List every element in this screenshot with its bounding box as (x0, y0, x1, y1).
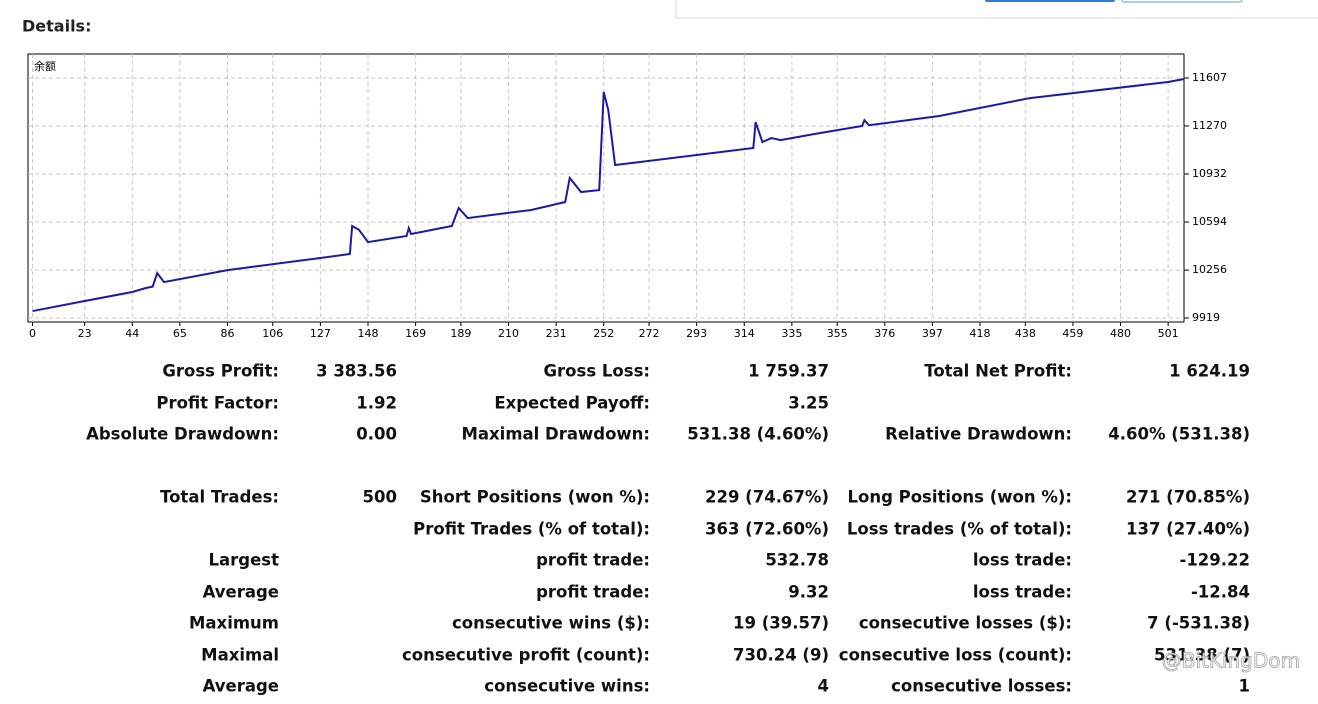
x-tick-label: 501 (1158, 327, 1179, 340)
section-title: Details: (22, 17, 91, 36)
stat-label: Maximal Drawdown: (461, 425, 650, 444)
stat-label: Maximum (189, 614, 279, 633)
stat-value: 531.38 (4.60%) (687, 425, 829, 444)
stat-value: 531.38 (7) (1154, 646, 1250, 665)
button[interactable] (985, 0, 1115, 2)
x-tick-label: 418 (970, 327, 991, 340)
x-tick-label: 397 (922, 327, 943, 340)
x-tick-label: 23 (78, 327, 92, 340)
watermark: @BitKingDom (1162, 649, 1300, 673)
stat-label: Gross Profit: (162, 362, 279, 381)
stat-label: Average (203, 677, 279, 696)
x-tick-label: 252 (593, 327, 614, 340)
stat-value: 3.25 (788, 394, 829, 413)
stat-label: Profit Trades (% of total): (413, 520, 650, 539)
x-tick-label: 169 (405, 327, 426, 340)
stat-label: profit trade: (536, 551, 650, 570)
stat-value: 229 (74.67%) (705, 488, 829, 507)
stat-label: consecutive wins: (484, 677, 650, 696)
stat-value: 271 (70.85%) (1126, 488, 1250, 507)
y-tick-label: 11607 (1192, 71, 1227, 84)
top-panel (675, 0, 1318, 19)
x-tick-label: 44 (125, 327, 139, 340)
x-tick-label: 272 (639, 327, 660, 340)
balance-line (32, 78, 1185, 313)
x-tick-label: 314 (734, 327, 755, 340)
stat-value: 7 (-531.38) (1147, 614, 1250, 633)
x-tick-label: 355 (827, 327, 848, 340)
stat-value: 1 (1239, 677, 1250, 696)
x-tick-label: 231 (546, 327, 567, 340)
stat-label: consecutive wins ($): (452, 614, 650, 633)
x-tick-label: 127 (310, 327, 331, 340)
stat-label: Total Net Profit: (924, 362, 1072, 381)
stat-value: 730.24 (9) (733, 646, 829, 665)
y-tick-label: 10932 (1192, 167, 1227, 180)
stat-label: Profit Factor: (156, 394, 279, 413)
x-tick-label: 293 (686, 327, 707, 340)
x-tick-label: 106 (262, 327, 283, 340)
stat-label: Maximal (201, 646, 279, 665)
x-tick-label: 65 (173, 327, 187, 340)
x-tick-label: 480 (1110, 327, 1131, 340)
stat-label: Long Positions (won %): (847, 488, 1072, 507)
x-tick-label: 0 (29, 327, 36, 340)
y-tick-label: 9919 (1192, 311, 1220, 324)
y-tick-label: 10256 (1192, 263, 1227, 276)
stat-value: 500 (363, 488, 397, 507)
chart: 9919 10256 10594 10932 11270 11607 0 23 44 65 86 10… (28, 54, 1227, 340)
plot-frame (27, 53, 1185, 323)
x-tick-label: 148 (358, 327, 379, 340)
stat-value: 1.92 (356, 394, 397, 413)
stat-label: consecutive losses ($): (859, 614, 1072, 633)
stat-label: Loss trades (% of total): (847, 520, 1072, 539)
stat-value: -129.22 (1179, 551, 1250, 570)
legend-label: 余额 (34, 59, 56, 73)
stat-label: Total Trades: (160, 488, 279, 507)
stat-label: Average (203, 583, 279, 602)
y-tick-label: 11270 (1192, 119, 1227, 132)
stat-value: -12.84 (1191, 583, 1250, 602)
y-tick-label: 10594 (1192, 215, 1227, 228)
stat-label: Relative Drawdown: (885, 425, 1072, 444)
stat-value: 137 (27.40%) (1126, 520, 1250, 539)
stat-value: 3 383.56 (316, 362, 397, 381)
stat-value: 19 (39.57) (733, 614, 829, 633)
stat-value: 532.78 (765, 551, 829, 570)
stat-value: 1 759.37 (748, 362, 829, 381)
stat-value: 4 (818, 677, 829, 696)
stat-label: Gross Loss: (544, 362, 651, 381)
stat-value: 1 624.19 (1169, 362, 1250, 381)
x-tick-label: 376 (874, 327, 895, 340)
stat-label: profit trade: (536, 583, 650, 602)
stat-label: Absolute Drawdown: (86, 425, 279, 444)
x-tick-label: 438 (1015, 327, 1036, 340)
stat-value: 9.32 (788, 583, 829, 602)
stat-label: Short Positions (won %): (420, 488, 650, 507)
x-tick-label: 335 (781, 327, 802, 340)
stat-value: 363 (72.60%) (705, 520, 829, 539)
stat-value: 4.60% (531.38) (1108, 425, 1250, 444)
button[interactable] (1121, 0, 1243, 3)
stat-label: Expected Payoff: (494, 394, 650, 413)
x-tick-label: 86 (220, 327, 234, 340)
x-tick-label: 210 (498, 327, 519, 340)
stat-label: Largest (209, 551, 280, 570)
x-tick-label: 459 (1062, 327, 1083, 340)
stat-label: loss trade: (973, 583, 1072, 602)
stat-label: loss trade: (973, 551, 1072, 570)
stat-label: consecutive profit (count): (402, 646, 650, 665)
x-tick-label: 189 (450, 327, 471, 340)
stat-value: 0.00 (356, 425, 397, 444)
stat-label: consecutive loss (count): (839, 646, 1072, 665)
stat-label: consecutive losses: (891, 677, 1072, 696)
